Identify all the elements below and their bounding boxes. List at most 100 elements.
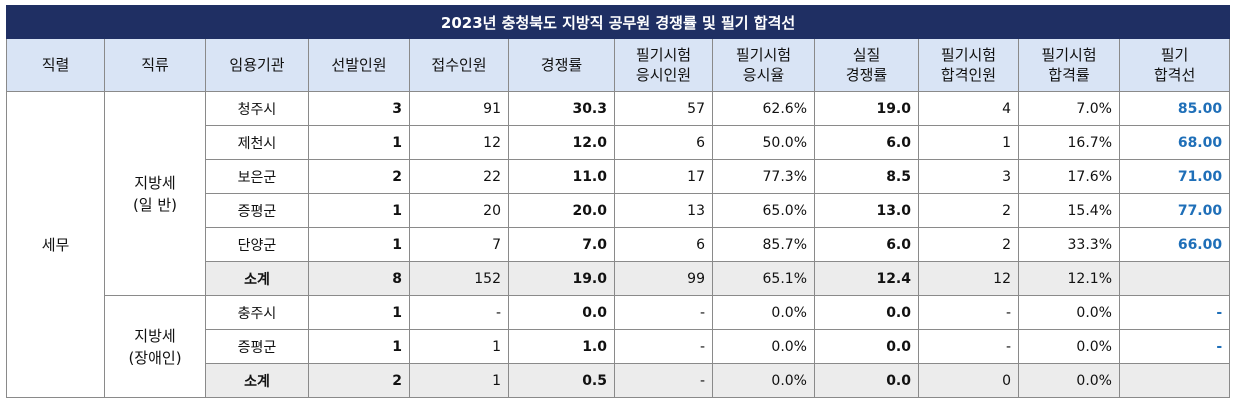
ratio-cell: 30.3 (508, 91, 615, 126)
table-row: 보은군 2 22 11.0 17 77.3% 8.5 3 17.6% 71.00 (7, 159, 1231, 194)
selected-cell: 2 (308, 363, 410, 398)
exam-takers-cell: - (614, 329, 713, 364)
real-ratio-cell: 6.0 (814, 125, 919, 160)
exam-takers-cell: 99 (614, 261, 713, 296)
exam-takers-cell: 13 (614, 193, 713, 228)
table-row: 증평군 1 20 20.0 13 65.0% 13.0 2 15.4% 77.00 (7, 193, 1231, 228)
cutoff-cell: 71.00 (1118, 159, 1231, 194)
exam-rate-cell: 65.0% (712, 193, 815, 228)
exam-takers-cell: - (614, 363, 713, 398)
applied-cell: 91 (409, 91, 509, 126)
passed-cell: 3 (918, 159, 1019, 194)
cutoff-cell (1118, 261, 1231, 296)
exam-rate-cell: 77.3% (712, 159, 815, 194)
ratio-cell: 7.0 (508, 227, 615, 262)
applied-cell: 152 (409, 261, 509, 296)
column-header: 경쟁률 (508, 38, 615, 92)
table-row: 지방세 (장애인) 충주시 1-0.0-0.0% 0.0-0.0% - (7, 295, 1231, 398)
pass-rate-cell: 33.3% (1018, 227, 1120, 262)
cutoff-cell: 66.00 (1118, 227, 1231, 262)
exam-rate-cell: 0.0% (712, 295, 815, 330)
exam-rate-cell: 62.6% (712, 91, 815, 126)
real-ratio-cell: 0.0 (814, 295, 919, 330)
column-header-text: 경쟁률 (540, 56, 583, 74)
selected-cell: 2 (308, 159, 410, 194)
applied-cell: 1 (409, 329, 509, 364)
column-header-text: 필기시험 (635, 46, 692, 64)
table-row: 제천시 1 12 12.0 6 50.0% 6.0 1 16.7% 68.00 (7, 125, 1231, 160)
passed-cell: - (918, 295, 1019, 330)
agency-cell: 청주시 (205, 91, 309, 126)
column-header: 실질 경쟁률 (814, 38, 919, 92)
pass-rate-cell: 15.4% (1018, 193, 1120, 228)
column-header: 필기시험 합격인원 (918, 38, 1019, 92)
cutoff-cell: 77.00 (1118, 193, 1231, 228)
column-header-text: 응시인원 (635, 66, 692, 84)
passed-cell: 2 (918, 193, 1019, 228)
subtotal-row: 소계 8 152 19.0 99 65.1% 12.4 12 12.1% (7, 261, 1231, 296)
selected-cell: 1 (308, 125, 410, 160)
category-text: 지방세 (134, 173, 176, 192)
column-header-text: 경쟁률 (845, 66, 888, 84)
column-header-text: 직렬 (41, 56, 70, 74)
selected-cell: 1 (308, 193, 410, 228)
agency-cell: 단양군 (205, 227, 309, 262)
column-header: 접수인원 (409, 38, 509, 92)
real-ratio-cell: 6.0 (814, 227, 919, 262)
exam-rate-cell: 85.7% (712, 227, 815, 262)
applied-cell: 20 (409, 193, 509, 228)
real-ratio-cell: 12.4 (814, 261, 919, 296)
exam-takers-cell: 57 (614, 91, 713, 126)
passed-cell: 12 (918, 261, 1019, 296)
series-cell: 세무 (6, 91, 105, 398)
agency-cell: 소계 (205, 363, 309, 398)
subtotal-row: 소계 2 1 0.5-0.0% 0.0 0 0.0% (7, 363, 1231, 398)
cutoff-cell: 68.00 (1118, 125, 1231, 160)
real-ratio-cell: 8.5 (814, 159, 919, 194)
category-text: (일 반) (132, 195, 178, 214)
table-row: 증평군 1 1 1.0-0.0% 0.0-0.0% - (7, 329, 1231, 364)
ratio-cell: 11.0 (508, 159, 615, 194)
column-header-text: 응시율 (742, 66, 785, 84)
column-header-text: 필기시험 (1041, 46, 1097, 64)
column-header-text: 합격선 (1153, 66, 1196, 84)
exam-rate-cell: 65.1% (712, 261, 815, 296)
exam-rate-cell: 0.0% (712, 363, 815, 398)
passed-cell: - (918, 329, 1019, 364)
title-row: 2023년 충청북도 지방직 공무원 경쟁률 및 필기 합격선 (5, 5, 1231, 39)
cutoff-cell: - (1118, 329, 1231, 364)
agency-cell: 충주시 (205, 295, 309, 330)
column-header-text: 합격률 (1048, 66, 1090, 84)
pass-rate-cell: 16.7% (1018, 125, 1120, 160)
applied-cell: 1 (409, 363, 509, 398)
exam-rate-cell: 50.0% (712, 125, 815, 160)
table-row: 세무 지방세 (일 반) 청주시 3 91 30.3 57 62.6% 19.0 4 7.0% 85.0… (6, 91, 1231, 398)
applied-cell: 7 (409, 227, 509, 262)
selected-cell: 1 (308, 329, 410, 364)
passed-cell: 4 (918, 91, 1019, 126)
agency-cell: 증평군 (205, 329, 309, 364)
table-title: 2023년 충청북도 지방직 공무원 경쟁률 및 필기 합격선 (5, 5, 1231, 39)
column-header: 임용기관 (205, 38, 309, 92)
real-ratio-cell: 19.0 (814, 91, 919, 126)
column-header: 직렬 (6, 38, 105, 92)
competition-table-container: 2023년 충청북도 지방직 공무원 경쟁률 및 필기 합격선 직렬 직류 임용기관… (5, 5, 1231, 398)
ratio-cell: 1.0 (508, 329, 615, 364)
exam-takers-cell: - (614, 295, 713, 330)
passed-cell: 0 (918, 363, 1019, 398)
column-header-text: 합격인원 (940, 66, 997, 84)
cutoff-cell (1118, 363, 1231, 398)
pass-rate-cell: 0.0% (1018, 295, 1120, 330)
real-ratio-cell: 0.0 (814, 329, 919, 364)
selected-cell: 1 (308, 295, 410, 330)
exam-takers-cell: 6 (614, 125, 713, 160)
pass-rate-cell: 0.0% (1018, 329, 1120, 364)
category-text: 지방세 (134, 326, 176, 345)
ratio-cell: 0.0 (508, 295, 615, 330)
passed-cell: 2 (918, 227, 1019, 262)
column-header: 필기 합격선 (1118, 38, 1231, 92)
cutoff-cell: 85.00 (1118, 91, 1231, 126)
selected-cell: 3 (308, 91, 410, 126)
column-header-text: 직류 (141, 56, 169, 74)
